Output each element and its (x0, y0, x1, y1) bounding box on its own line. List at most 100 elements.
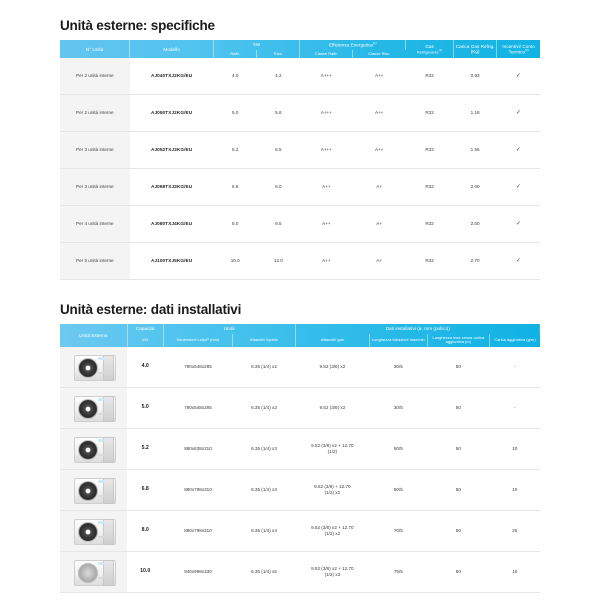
cell-model: AJ080TXJ4KG/EU (129, 205, 214, 244)
cell-attacchi-liquido: 6.35 (1/4) x5 (232, 551, 296, 593)
cell-lunghezza-senza-carica: 50 (427, 510, 490, 552)
cell-carica-aggiuntiva: 10 (489, 428, 540, 470)
th-carica-aggiuntiva: Carica aggiuntiva (g/m) (494, 336, 536, 342)
cell-classe-risc: A++ (352, 58, 406, 96)
th-incentivi-text: Incentivi/ Conto Termico (502, 43, 535, 55)
cell-carica-aggiuntiva: 20 (489, 510, 540, 552)
cell-attacchi-liquido: 6.35 (1/4) x3 (232, 428, 296, 470)
cell-model: AJ050TXJ2KG/EU (129, 94, 214, 133)
cell-model: AJ068TXJ3KG/EU (129, 168, 214, 207)
cell-dimensioni: 880x638x310 (163, 428, 233, 470)
cell-kw-raffr: 8.0 (213, 205, 257, 244)
cell-unit-image (60, 346, 128, 388)
cell-incentivi: ✓ (496, 131, 540, 170)
cell-classe-risc: A+ (352, 205, 406, 244)
cell-capacita: 5.2 (127, 428, 164, 470)
cell-lunghezza-senza-carica: 50 (427, 469, 490, 511)
cell-attacchi-gas: 9.52 (3/8) x2 (295, 346, 370, 388)
cell-kw-raffr: 10.0 (213, 242, 257, 281)
outdoor-unit-icon (68, 352, 120, 382)
th-group-unita: Unità (163, 324, 296, 334)
cell-incentivi: ✓ (496, 168, 540, 207)
section-spacer (0, 280, 600, 302)
cell-carica-aggiuntiva: 10 (489, 551, 540, 593)
cell-model: AJ052TXJ3KG/EU (129, 131, 214, 170)
cell-attacchi-liquido: 6.35 (1/4) x4 (232, 510, 296, 552)
th-gas-sub: Refrigerante(2) (407, 48, 452, 55)
cell-carica: 0.93 (453, 58, 497, 96)
cell-unit-image (60, 551, 128, 593)
cell-capacita: 6.8 (127, 469, 164, 511)
ac-fan-icon (77, 521, 98, 542)
th-group-capacita: Capacità (127, 324, 164, 334)
table-dati-installativi: Unità Esterna Capacità Unità Dati instal… (60, 324, 540, 593)
cell-dimensioni: 940x998x330 (163, 551, 233, 593)
th-attacchi-gas: Attacchi/ gas (295, 333, 371, 347)
cell-incentivi: ✓ (496, 242, 540, 281)
ac-label-shape (97, 535, 106, 538)
cell-dimensioni: 790x548x285 (163, 387, 233, 429)
cell-gas: R32 (405, 205, 454, 244)
th-classe-risc: Classe Risc. (368, 50, 391, 56)
ac-label-shape (97, 371, 106, 374)
cell-lunghezza-senza-carica: 50 (427, 551, 490, 593)
cell-unit-image (60, 469, 128, 511)
table-row: 5.0 790x548x285 6.35 (1/4) x2 9.52 (3/8)… (60, 387, 540, 429)
cell-classe-raffr: A++ (299, 205, 353, 244)
cell-dimensioni: 790x548x285 (163, 346, 233, 388)
outdoor-unit-icon (68, 557, 120, 587)
cell-carica-aggiuntiva: - (489, 346, 540, 388)
outdoor-unit-icon (68, 393, 120, 423)
cell-unit-image (60, 387, 128, 429)
page-title-specifiche: Unità esterne: specifiche (60, 18, 215, 33)
th-capacita-kw: kW (127, 333, 164, 347)
cell-classe-raffr: A+++ (299, 94, 353, 133)
cell-lunghezza-tubazioni: 50/5 (369, 428, 428, 470)
cell-kw-raffr: 5.2 (213, 131, 257, 170)
ac-grille-shape (97, 479, 104, 483)
cell-carica: 2.00 (453, 168, 497, 207)
header-row-top: N° Unità Modello kW Efficienza Energetic… (60, 40, 540, 59)
cell-classe-raffr: A+++ (299, 58, 353, 96)
cell-unit: Per 3 unità interne (60, 131, 130, 170)
th-unita-esterna: Unità Esterna (60, 324, 128, 347)
ac-fan-icon (77, 357, 98, 378)
cell-capacita: 8.0 (127, 510, 164, 552)
cell-classe-raffr: A++ (299, 168, 353, 207)
cell-attacchi-gas: 9.52 (3/8) x2 + 12.70 (1/2) x2 (295, 510, 370, 552)
cell-gas: R32 (405, 131, 454, 170)
th-kw-raffr: Raffr. (213, 49, 258, 59)
header-row-sub: kW Dimensioni LxAxP (mm) Attacchi/ liqui… (60, 333, 540, 347)
cell-kw-risc: 5.6 (256, 94, 300, 133)
table-dati-body: 4.0 790x548x285 6.35 (1/4) x2 9.52 (3/8)… (60, 346, 540, 593)
ac-grille-shape (97, 438, 104, 442)
cell-lunghezza-tubazioni: 50/5 (369, 469, 428, 511)
ac-grille-shape (97, 397, 104, 401)
cell-classe-risc: A++ (352, 131, 406, 170)
th-lunghezza-tubazioni: Lunghezza tubazioni max/min (369, 333, 428, 347)
cell-classe-raffr: A+++ (299, 131, 353, 170)
th-gas-title: Gas (425, 43, 434, 49)
th-attacchi-liquido: Attacchi/ liquido (232, 333, 296, 347)
cell-gas: R32 (405, 94, 454, 133)
outdoor-unit-icon (68, 475, 120, 505)
cell-kw-risc: 6.5 (256, 131, 300, 170)
ac-side-shape (102, 518, 114, 545)
cell-attacchi-gas: 9.52 (3/8) x2 + 12.70 (1/2) (295, 428, 370, 470)
th-dimensioni: Dimensioni LxAxP (mm) (163, 333, 234, 347)
cell-carica: 2.70 (453, 242, 497, 281)
section-dati-installativi: Unità esterne: dati installativi Unità E… (0, 302, 600, 593)
ac-label-shape (97, 494, 106, 497)
cell-classe-risc: A+ (352, 168, 406, 207)
cell-gas: R32 (405, 242, 454, 281)
cell-capacita: 4.0 (127, 346, 164, 388)
ac-side-shape (102, 354, 114, 381)
ac-grille-shape (97, 356, 104, 360)
top-spacer (0, 0, 600, 18)
th-kw-risc: Risc. (256, 49, 301, 59)
cell-kw-risc: 4.2 (256, 58, 300, 96)
th-gas-sub-text: Refrigerante (416, 49, 439, 55)
table-row: 8.0 880x798x310 6.35 (1/4) x4 9.52 (3/8)… (60, 510, 540, 552)
ac-label-shape (97, 412, 106, 415)
